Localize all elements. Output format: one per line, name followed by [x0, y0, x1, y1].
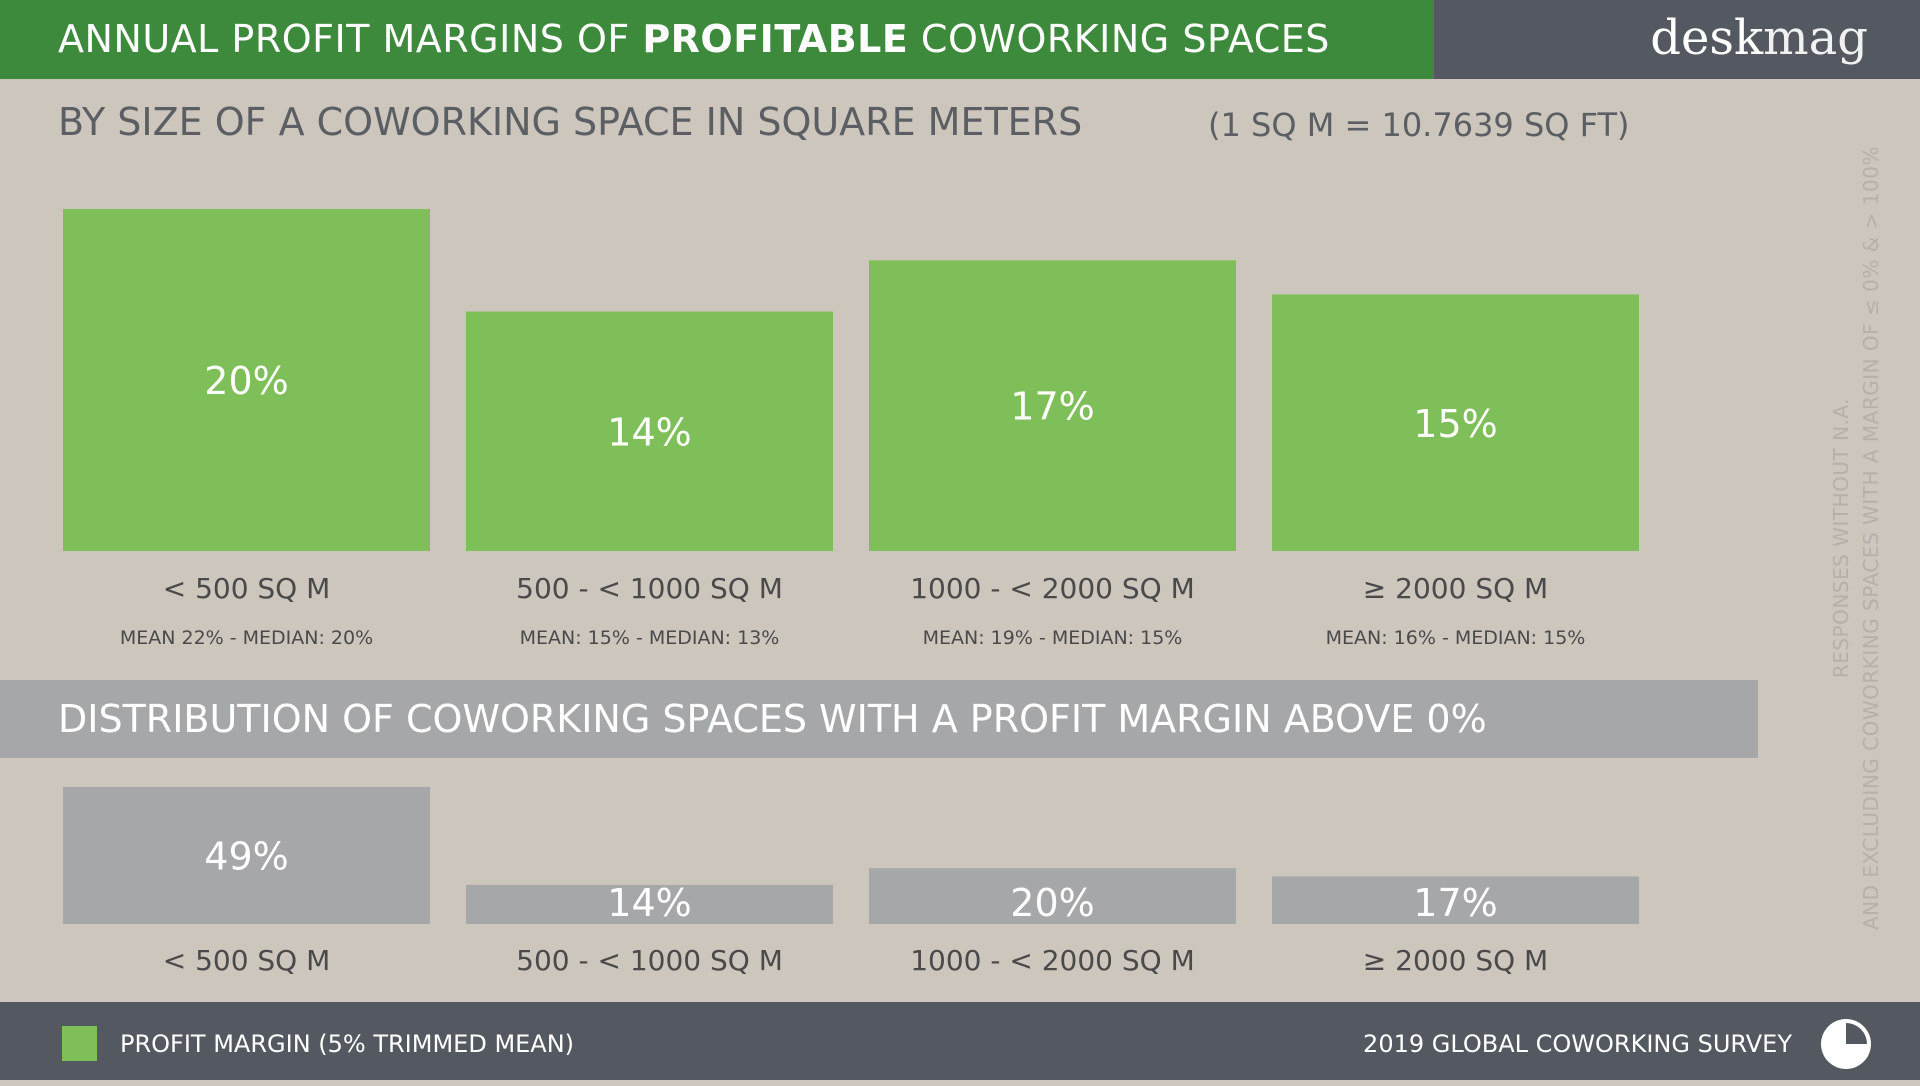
margin-bar-3: [869, 260, 1236, 551]
distribution-category-label-2: 500 - < 1000 SQ M: [516, 944, 783, 977]
survey-label: 2019 GLOBAL COWORKING SURVEY: [1363, 1030, 1792, 1058]
distribution-bar-2: [466, 884, 833, 924]
footer-bar: PROFIT MARGIN (5% TRIMMED MEAN) 2019 GLO…: [0, 1002, 1920, 1080]
legend-swatch-profit-margin: [62, 1026, 97, 1061]
margin-bar-label-2: 14%: [607, 410, 691, 454]
margin-bar-label-1: 20%: [204, 359, 288, 403]
main-title-suffix: COWORKING SPACES: [908, 17, 1330, 61]
deskmag-logo: deskmag: [1650, 0, 1868, 79]
distribution-bar-1: [63, 787, 430, 924]
main-title-prefix: ANNUAL PROFIT MARGINS OF: [58, 17, 643, 61]
margin-category-label-2: 500 - < 1000 SQ M: [516, 572, 783, 605]
distribution-category-label-4: ≥ 2000 SQ M: [1363, 944, 1548, 977]
margin-bar-1: [63, 209, 430, 551]
distribution-bar-label-3: 20%: [1010, 881, 1094, 925]
margin-bar-4: [1272, 294, 1639, 551]
margin-category-label-3: 1000 - < 2000 SQ M: [910, 572, 1195, 605]
unit-conversion-note: (1 SQ M = 10.7639 SQ FT): [1208, 106, 1630, 144]
margin-stats-3: MEAN: 19% - MEDIAN: 15%: [923, 627, 1183, 649]
main-title-bold: PROFITABLE: [642, 17, 909, 61]
distribution-title-band: DISTRIBUTION OF COWORKING SPACES WITH A …: [0, 680, 1758, 758]
distribution-title: DISTRIBUTION OF COWORKING SPACES WITH A …: [58, 697, 1487, 741]
header-bar: ANNUAL PROFIT MARGINS OF PROFITABLE COWO…: [0, 0, 1920, 79]
margin-stats-4: MEAN: 16% - MEDIAN: 15%: [1326, 627, 1586, 649]
chart-subtitle: BY SIZE OF A COWORKING SPACE IN SQUARE M…: [58, 100, 1083, 144]
logo-part-mag: mag: [1763, 10, 1868, 66]
main-title: ANNUAL PROFIT MARGINS OF PROFITABLE COWO…: [58, 0, 1330, 79]
distribution-bar-label-4: 17%: [1413, 881, 1497, 925]
legend-label: PROFIT MARGIN (5% TRIMMED MEAN): [120, 1030, 575, 1058]
margin-bar-label-3: 17%: [1010, 385, 1094, 429]
distribution-bar-3: [869, 868, 1236, 924]
distribution-category-label-1: < 500 SQ M: [163, 944, 331, 977]
distribution-category-label-3: 1000 - < 2000 SQ M: [910, 944, 1195, 977]
distribution-bar-label-1: 49%: [204, 835, 288, 879]
margin-category-label-1: < 500 SQ M: [163, 572, 331, 605]
distribution-bar-label-2: 14%: [607, 881, 691, 925]
distribution-bar-4: [1272, 876, 1639, 924]
margin-bar-2: [466, 311, 833, 551]
margin-stats-1: MEAN 22% - MEDIAN: 20%: [120, 627, 373, 649]
logo-part-desk: desk: [1650, 10, 1764, 66]
pie-chart-icon: [1821, 1019, 1871, 1069]
margin-stats-2: MEAN: 15% - MEDIAN: 13%: [520, 627, 780, 649]
margin-category-label-4: ≥ 2000 SQ M: [1363, 572, 1548, 605]
margin-bar-label-4: 15%: [1413, 402, 1497, 446]
header-title-band: ANNUAL PROFIT MARGINS OF PROFITABLE COWO…: [0, 0, 1434, 79]
